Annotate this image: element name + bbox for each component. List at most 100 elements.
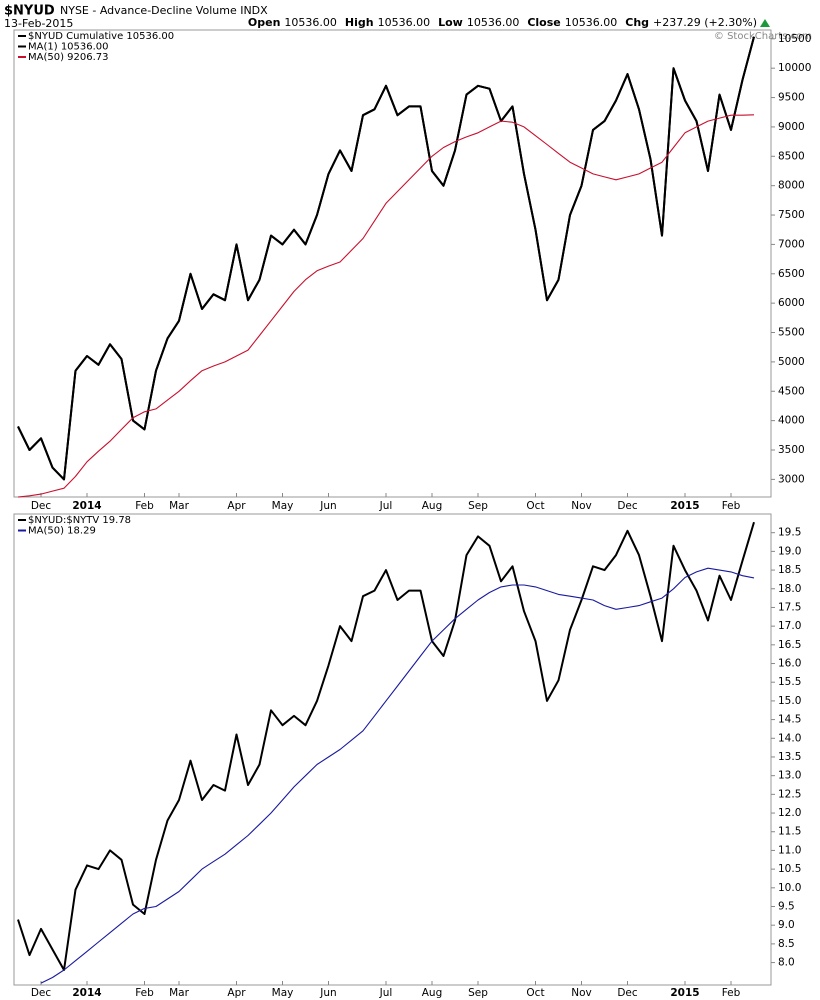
description: NYSE - Advance-Decline Volume INDX [60, 4, 268, 17]
y-tick-label: 4500 [778, 385, 805, 397]
x-tick-label: Oct [526, 500, 544, 512]
y-tick-label: 18.5 [778, 564, 801, 576]
series-line [17, 114, 755, 498]
x-tick-label: Jul [379, 500, 393, 512]
x-tick-label: Feb [135, 500, 154, 512]
y-tick-label: 10000 [778, 62, 811, 74]
y-tick-label: 17.0 [778, 620, 801, 632]
y-tick-label: 13.0 [778, 770, 801, 782]
series-line [17, 36, 755, 481]
quote-label: Low [438, 16, 463, 29]
x-tick-label: Sep [468, 500, 488, 512]
quote-value: +237.29 (+2.30%) [653, 16, 757, 29]
y-tick-label: 9500 [778, 92, 805, 104]
quote: Open 10536.00 High 10536.00 Low 10536.00 Close… [248, 16, 757, 29]
y-tick-label: 12.5 [778, 788, 801, 800]
legend-label: MA(1) 10536.00 [28, 42, 109, 53]
quote-label: Chg [625, 16, 649, 29]
x-tick-label: Jul [379, 987, 393, 999]
x-tick-label: 2015 [670, 500, 699, 512]
y-tick-label: 13.5 [778, 751, 801, 763]
y-tick-label: 5000 [778, 356, 805, 368]
x-tick-label: Dec [617, 987, 638, 999]
series-line [40, 567, 755, 984]
y-tick-label: 5500 [778, 327, 805, 339]
symbol: $NYUD [4, 4, 55, 19]
y-tick-label: 17.5 [778, 601, 801, 613]
x-tick-label: Jun [319, 500, 336, 512]
quote-value: 10536.00 [565, 16, 618, 29]
y-tick-label: 14.0 [778, 732, 801, 744]
x-tick-label: May [272, 987, 294, 999]
series-line [17, 36, 755, 481]
legend-label: MA(50) 9206.73 [28, 52, 109, 63]
y-tick-label: 8.0 [778, 957, 795, 969]
y-tick-label: 16.5 [778, 639, 801, 651]
y-tick-label: 7000 [778, 238, 805, 250]
quote-value: 10536.00 [284, 16, 337, 29]
change-arrow [760, 19, 770, 27]
x-tick-label: Nov [571, 987, 592, 999]
legend-label: $NYUD:$NYTV 19.78 [28, 515, 131, 526]
x-tick-label: Aug [422, 500, 443, 512]
y-tick-label: 6500 [778, 268, 805, 280]
y-tick-label: 19.5 [778, 527, 801, 539]
x-tick-label: Dec [617, 500, 638, 512]
watermark: © StockCharts.com [714, 31, 812, 42]
x-tick-label: 2015 [670, 987, 699, 999]
y-tick-label: 15.0 [778, 695, 801, 707]
y-tick-label: 10.0 [778, 882, 801, 894]
x-tick-label: Mar [169, 987, 189, 999]
quote-value: 10536.00 [378, 16, 431, 29]
y-tick-label: 12.0 [778, 807, 801, 819]
x-tick-label: 2014 [72, 987, 101, 999]
y-tick-label: 18.0 [778, 583, 801, 595]
plot-frame [13, 29, 772, 498]
y-tick-label: 11.0 [778, 844, 801, 856]
y-tick-label: 9.0 [778, 919, 795, 931]
x-tick-label: Feb [135, 987, 154, 999]
quote-label: Open [248, 16, 281, 29]
y-tick-label: 7500 [778, 209, 805, 221]
y-tick-label: 6000 [778, 297, 805, 309]
x-tick-label: Aug [422, 987, 443, 999]
x-tick-label: Apr [227, 500, 246, 512]
y-tick-label: 8000 [778, 180, 805, 192]
y-tick-label: 8500 [778, 150, 805, 162]
x-tick-label: Nov [571, 500, 592, 512]
y-tick-label: 9000 [778, 121, 805, 133]
x-tick-label: Feb [722, 500, 741, 512]
y-tick-label: 9.5 [778, 901, 795, 913]
legend-label: $NYUD Cumulative 10536.00 [28, 31, 174, 42]
y-tick-label: 16.0 [778, 658, 801, 670]
y-tick-label: 4000 [778, 415, 805, 427]
x-tick-label: 2014 [72, 500, 101, 512]
y-tick-label: 10500 [778, 33, 811, 45]
y-tick-label: 10.5 [778, 863, 801, 875]
y-tick-label: 3000 [778, 473, 805, 485]
x-tick-label: Mar [169, 500, 189, 512]
date: 13-Feb-2015 [4, 17, 73, 30]
series-line [17, 521, 755, 971]
legend-label: MA(50) 18.29 [28, 526, 96, 537]
x-tick-label: Dec [31, 500, 52, 512]
x-tick-label: Apr [227, 987, 246, 999]
x-tick-label: May [272, 500, 294, 512]
y-tick-label: 15.5 [778, 676, 801, 688]
x-tick-label: Sep [468, 987, 488, 999]
y-tick-label: 8.5 [778, 938, 795, 950]
x-tick-label: Feb [722, 987, 741, 999]
quote-label: High [345, 16, 374, 29]
y-tick-label: 14.5 [778, 714, 801, 726]
x-tick-label: Oct [526, 987, 544, 999]
quote-label: Close [527, 16, 560, 29]
y-tick-label: 3500 [778, 444, 805, 456]
y-tick-label: 19.0 [778, 545, 801, 557]
x-tick-label: Dec [31, 987, 52, 999]
plot-frame [13, 513, 772, 986]
quote-value: 10536.00 [467, 16, 520, 29]
x-tick-label: Jun [319, 987, 336, 999]
y-tick-label: 11.5 [778, 826, 801, 838]
